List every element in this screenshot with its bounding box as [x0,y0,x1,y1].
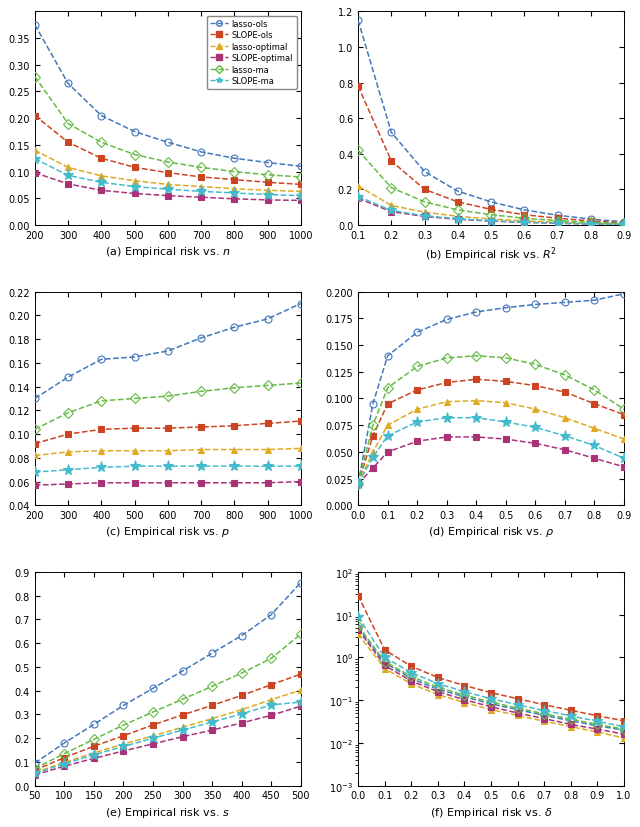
X-axis label: (d) Empirical risk vs. $\rho$: (d) Empirical risk vs. $\rho$ [428,524,554,538]
X-axis label: (f) Empirical risk vs. $\delta$: (f) Empirical risk vs. $\delta$ [430,805,552,819]
X-axis label: (e) Empirical risk vs. $s$: (e) Empirical risk vs. $s$ [106,805,230,819]
X-axis label: (a) Empirical risk vs. $n$: (a) Empirical risk vs. $n$ [105,245,230,259]
X-axis label: (b) Empirical risk vs. $R^2$: (b) Empirical risk vs. $R^2$ [425,245,557,263]
X-axis label: (c) Empirical risk vs. $p$: (c) Empirical risk vs. $p$ [105,524,230,538]
Legend: lasso-ols, SLOPE-ols, lasso-optimal, SLOPE-optimal, lasso-ma, SLOPE-ma: lasso-ols, SLOPE-ols, lasso-optimal, SLO… [207,17,296,89]
